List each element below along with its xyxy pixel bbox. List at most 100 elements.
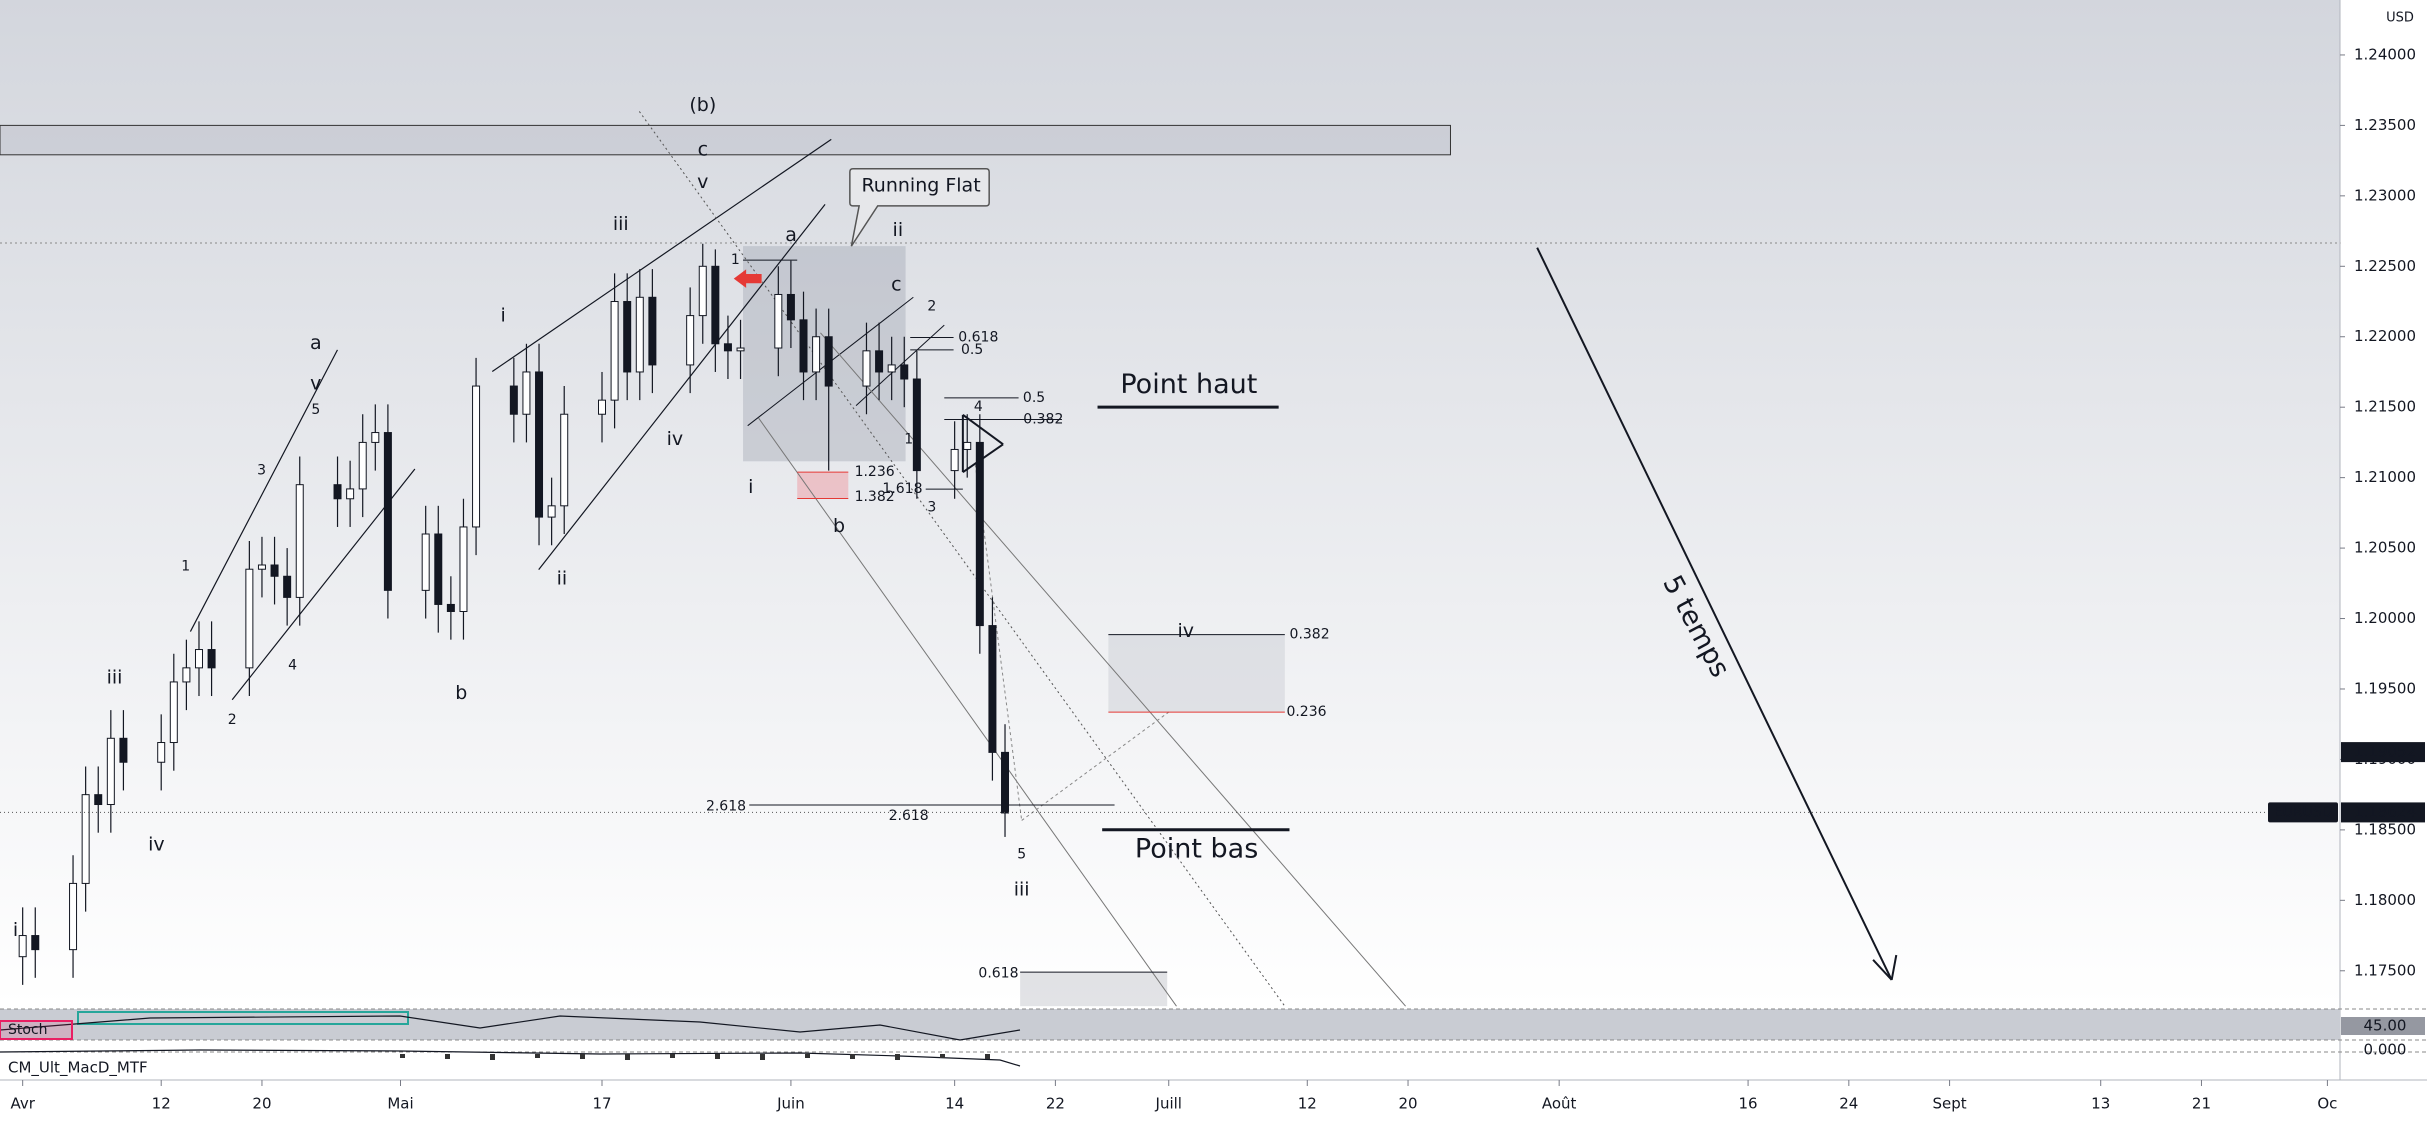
y-tick-label: 1.21000	[2354, 468, 2416, 486]
x-tick-label: Avr	[10, 1095, 35, 1113]
x-tick-label: 12	[1298, 1095, 1317, 1113]
time-axis	[0, 1080, 2340, 1121]
stoch-tag	[0, 1020, 73, 1040]
candle-body	[346, 488, 355, 500]
annotation: 3	[257, 463, 266, 479]
annotation: i	[13, 919, 18, 941]
candle-body	[547, 505, 556, 518]
symbol-label: EURUSD	[2274, 804, 2333, 820]
annotation: Running Flat	[861, 174, 980, 196]
candle-body	[963, 441, 972, 450]
candle-body	[245, 568, 254, 669]
annotation: 0.618	[978, 966, 1018, 982]
annotation: 0.618	[958, 329, 998, 345]
candle-body	[333, 484, 342, 500]
candle-body	[194, 649, 203, 669]
candle-body	[257, 564, 266, 570]
candle-body	[270, 564, 279, 577]
candle-body	[799, 319, 808, 373]
annotation: b	[455, 682, 467, 704]
x-tick-label: 17	[592, 1095, 611, 1113]
annotation: 0.382	[1290, 627, 1330, 643]
price-axis	[2340, 0, 2427, 1121]
candle-body	[182, 667, 191, 683]
annotation: v	[310, 372, 321, 394]
candle-body	[975, 441, 984, 627]
macd-bar	[670, 1054, 675, 1058]
annotation: 5	[1017, 846, 1026, 862]
annotation: 1.618	[882, 481, 922, 497]
candle-body	[560, 413, 569, 507]
macd-bar	[490, 1054, 495, 1060]
drawing-line	[491, 138, 832, 373]
candle-body	[950, 448, 959, 472]
x-tick-label: 21	[2192, 1095, 2211, 1113]
drawing-line	[855, 324, 945, 406]
annotation: 2	[228, 712, 237, 728]
macd-line	[0, 1049, 1021, 1067]
candle-body	[648, 296, 657, 366]
currency-label: USD	[2386, 11, 2414, 26]
candle-body	[635, 296, 644, 373]
annotation: 2.618	[889, 808, 929, 824]
x-tick-label: Juin	[776, 1095, 805, 1113]
candle-body	[623, 301, 632, 373]
y-tick-label: 1.22000	[2354, 327, 2416, 345]
y-tick-label: 1.19500	[2354, 679, 2416, 697]
macd-label: CM_Ult_MacD_MTF	[8, 1059, 148, 1078]
y-tick-label: 1.20000	[2354, 609, 2416, 627]
candle-body	[875, 350, 884, 373]
annotation: iv	[1178, 620, 1195, 642]
red-arrow	[733, 269, 762, 288]
candle-body	[774, 293, 783, 349]
x-tick-label: 16	[1739, 1095, 1758, 1113]
candle-body	[446, 603, 455, 612]
y-tick-label: 1.22500	[2354, 257, 2416, 275]
candle-body	[69, 882, 78, 951]
annotation: iii	[107, 667, 123, 689]
annotation: 4	[288, 658, 297, 674]
x-tick-label: 14	[945, 1095, 964, 1113]
macd-bar	[715, 1054, 720, 1059]
x-tick-label: Oc	[2317, 1095, 2337, 1113]
annotation: v	[697, 171, 708, 193]
candle-body	[371, 432, 380, 443]
candle-body	[812, 336, 821, 373]
candle-body	[736, 347, 745, 352]
macd-bar	[580, 1054, 585, 1059]
callout-box	[849, 167, 990, 247]
candle-body	[383, 432, 392, 591]
annotation: 2	[927, 299, 936, 315]
annotation: b	[833, 515, 845, 537]
candle-body	[106, 737, 115, 806]
macd-bar	[625, 1054, 630, 1060]
x-tick-label: Sept	[1933, 1095, 1967, 1113]
zone-box	[1108, 634, 1285, 713]
y-tick-label: 1.18500	[2354, 820, 2416, 838]
drawing-line	[1872, 959, 1893, 981]
stoch-value: 45.00	[2364, 1017, 2407, 1035]
annotation: a	[785, 224, 797, 246]
candle-body	[988, 625, 997, 753]
annotation: iv	[148, 834, 165, 856]
drawing-line	[758, 417, 1177, 1007]
candle-body	[169, 681, 178, 744]
candle-body	[598, 399, 607, 415]
candle-body	[900, 364, 909, 380]
annotation: c	[698, 139, 708, 161]
y-tick-label: 1.23500	[2354, 116, 2416, 134]
annotation: 0.5	[1023, 390, 1045, 406]
x-tick-label: 24	[1839, 1095, 1858, 1113]
annotation: 0.236	[1286, 704, 1326, 720]
candle-body	[472, 385, 481, 528]
macd-bar	[760, 1054, 765, 1060]
x-tick-label: Juill	[1155, 1095, 1182, 1113]
annotation: 2.618	[706, 799, 746, 815]
drawing-line	[638, 111, 1286, 1007]
macd-bar	[400, 1054, 405, 1058]
annotation: 1.236	[855, 464, 895, 480]
stoch-highlight	[77, 1011, 409, 1025]
candle-body	[81, 794, 90, 884]
x-tick-label: Mai	[387, 1095, 413, 1113]
candle-body	[723, 343, 732, 352]
